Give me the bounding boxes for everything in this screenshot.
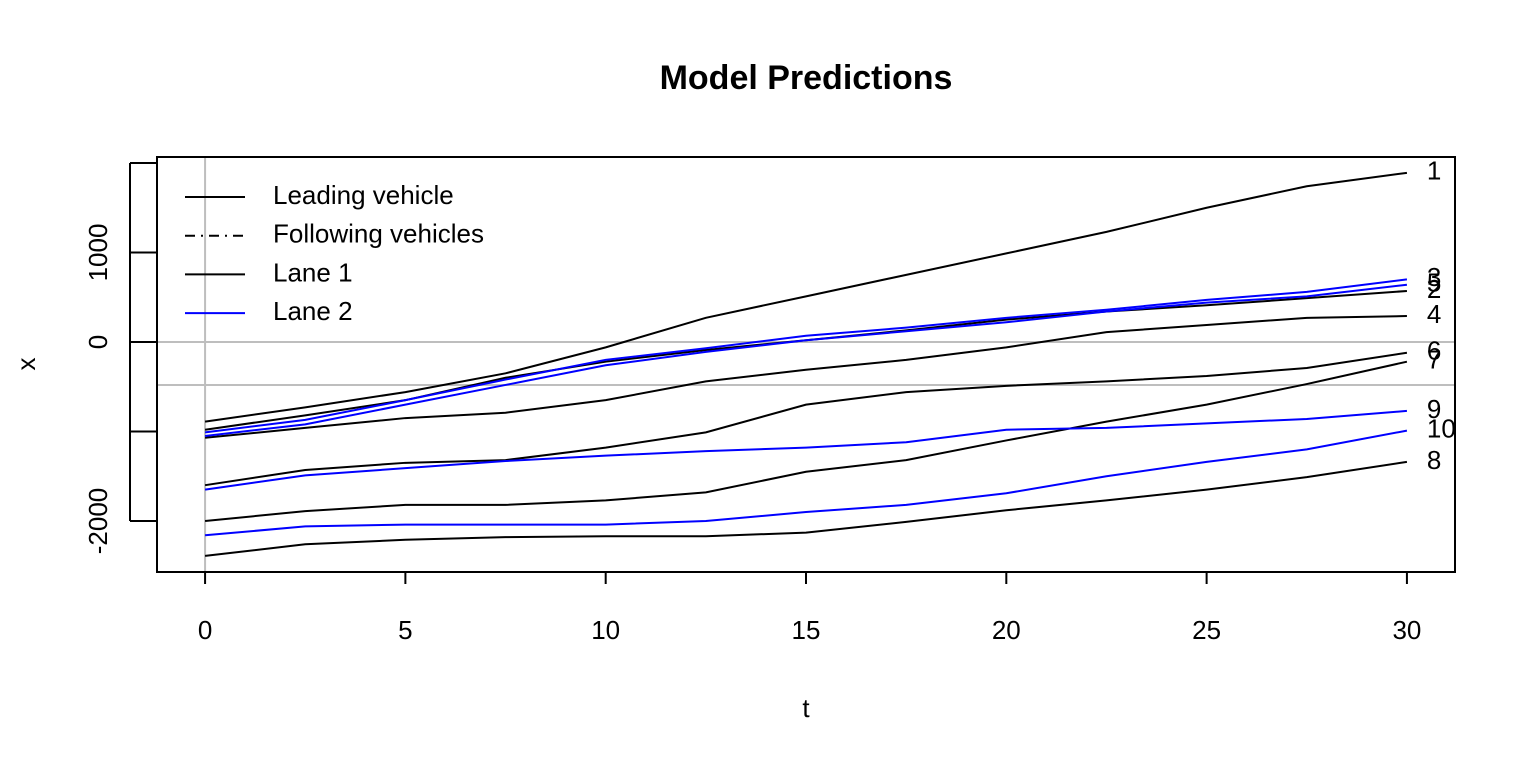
series-line: [204, 460, 1408, 557]
x-tick-label: 30: [1392, 615, 1421, 645]
series-line: [204, 283, 1408, 437]
x-tick-label: 0: [198, 615, 212, 645]
series-end-label: 2: [1427, 274, 1441, 304]
series-end-label: 10: [1427, 413, 1456, 443]
legend-label: Lane 1: [273, 257, 353, 287]
series-end-label: 7: [1427, 345, 1441, 375]
series-end-label: 6: [1427, 336, 1441, 366]
x-tick-label: 15: [792, 615, 821, 645]
series-line: [204, 409, 1408, 491]
series-end-label: 5: [1427, 268, 1441, 298]
series-end-label: 9: [1427, 394, 1441, 424]
legend-label: Following vehicles: [273, 219, 484, 249]
chart-title: Model Predictions: [660, 59, 953, 97]
series-line: [204, 315, 1407, 439]
series-end-label: 4: [1427, 299, 1441, 329]
y-axis-label: x: [11, 358, 41, 371]
legend-label: Leading vehicle: [273, 180, 454, 210]
series-line: [204, 360, 1408, 522]
series-line: [204, 278, 1408, 434]
y-tick-label: 1000: [83, 224, 113, 282]
x-axis-label: t: [802, 693, 810, 723]
series-end-label: 3: [1427, 262, 1441, 292]
y-tick-label: -2000: [83, 488, 113, 555]
x-tick-label: 5: [398, 615, 412, 645]
series-end-label: 8: [1427, 445, 1441, 475]
series-line: [204, 429, 1408, 537]
series-line: [204, 171, 1408, 423]
x-tick-label: 10: [591, 615, 620, 645]
series-end-label: 1: [1427, 156, 1441, 186]
legend-label: Lane 2: [273, 296, 353, 326]
series-line: [204, 351, 1408, 487]
y-tick-label: 0: [83, 335, 113, 349]
x-tick-label: 20: [992, 615, 1021, 645]
x-tick-label: 25: [1192, 615, 1221, 645]
